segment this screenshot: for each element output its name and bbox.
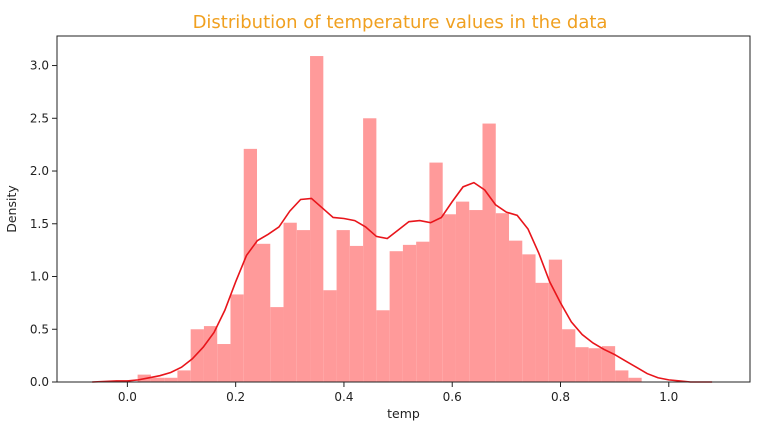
histogram-bar [469,210,483,382]
chart-title: Distribution of temperature values in th… [193,12,608,33]
histogram-bar [164,377,178,382]
histogram-bar [150,377,165,382]
histogram-bar [323,290,337,382]
y-tick-label: 2.5 [30,111,49,125]
x-tick-label: 0.6 [443,390,462,404]
histogram-bar [588,348,602,382]
histogram-bar [615,370,629,382]
histogram-bar [601,346,616,382]
histogram-bar [177,370,191,382]
x-tick-label: 0.4 [334,390,353,404]
histogram-bar [535,282,549,382]
histogram-bars [137,56,642,383]
x-tick-label: 1.0 [659,390,678,404]
x-axis-label: temp [387,406,420,421]
histogram-bar [548,259,563,382]
histogram-bar [429,162,443,382]
histogram-bar [455,201,470,382]
histogram-bar [389,251,403,382]
y-tick-label: 1.0 [30,270,49,284]
histogram-bar [482,123,496,383]
histogram-bar [628,377,642,382]
y-axis: 0.0 0.5 1.0 1.5 2.0 2.5 3.0 [30,59,57,389]
x-tick-label: 0.8 [551,390,570,404]
histogram-bar [270,307,284,382]
x-axis: 0.0 0.2 0.4 0.6 0.8 1.0 [118,382,678,404]
y-tick-label: 3.0 [30,59,49,73]
histogram-bar [190,329,204,382]
histogram-bar [416,241,430,382]
histogram-bar [296,230,311,382]
kde-density-line [92,181,713,383]
histogram-bar [495,213,510,382]
x-tick-label: 0.0 [118,390,137,404]
histogram-bar [376,310,390,382]
histogram-bar [217,344,231,382]
histogram-bar [203,326,218,382]
histogram-bar [442,214,456,382]
histogram-bar [283,222,297,382]
histogram-bar [402,244,417,382]
histogram-bar [243,148,257,382]
y-tick-label: 0.0 [30,375,49,389]
histogram-bar [256,243,271,382]
plot-frame [56,35,751,383]
histogram-bar [562,329,576,382]
y-tick-label: 2.0 [30,164,49,178]
x-tick-label: 0.2 [226,390,245,404]
histogram-bar [575,347,589,382]
histogram-bar [336,230,350,382]
histogram-bar [310,56,324,382]
y-tick-label: 1.5 [30,217,49,231]
histogram-bar [349,245,364,382]
y-tick-label: 0.5 [30,322,49,336]
histogram-bar [230,294,244,382]
histogram-bar [509,240,523,382]
y-axis-label: Density [4,185,19,233]
histogram-bar [363,118,377,382]
histogram-bar [522,254,536,382]
